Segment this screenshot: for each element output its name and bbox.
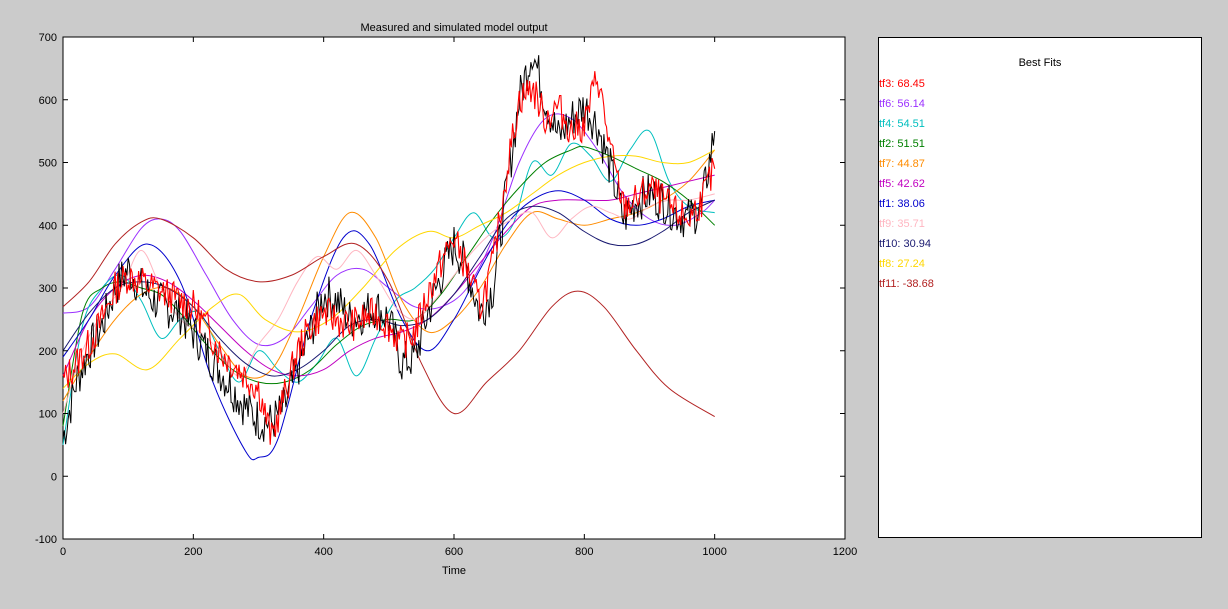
best-fit-value: 30.94	[903, 238, 931, 250]
best-fit-entry-tf6: tf6: 56.14	[879, 98, 925, 110]
best-fit-entry-tf8: tf8: 27.24	[879, 258, 925, 270]
x-tick-label: 400	[314, 546, 332, 558]
best-fit-value: 35.71	[897, 218, 925, 230]
best-fit-entry-tf9: tf9: 35.71	[879, 218, 925, 230]
best-fit-value: 38.06	[897, 198, 925, 210]
best-fit-value: 54.51	[897, 118, 925, 130]
y-tick-label: 200	[39, 346, 57, 358]
best-fit-entry-tf3: tf3: 68.45	[879, 78, 925, 90]
best-fit-value: 51.51	[897, 138, 925, 150]
best-fit-entry-tf4: tf4: 54.51	[879, 118, 925, 130]
x-axis-ticks: 0 200 400 600 800 1000 1200	[60, 37, 857, 558]
best-fit-name: tf2:	[879, 138, 898, 150]
best-fit-name: tf7:	[879, 158, 898, 170]
best-fit-value: 68.45	[897, 78, 925, 90]
best-fit-entry-tf2: tf2: 51.51	[879, 138, 925, 150]
series-line-tf8	[62, 149, 715, 389]
y-tick-label: 0	[51, 471, 57, 483]
best-fit-name: tf9:	[879, 218, 898, 230]
main-chart: 0 200 400 600 800 1000 1200 -10001002003004005…	[35, 22, 857, 577]
best-fit-name: tf3:	[879, 78, 898, 90]
y-tick-label: 700	[39, 32, 57, 44]
series-line-tf4	[62, 129, 715, 445]
y-tick-label: -100	[35, 534, 57, 546]
best-fit-entry-tf5: tf5: 42.62	[879, 178, 925, 190]
series-line-tf11	[62, 217, 715, 418]
x-tick-label: 1200	[833, 546, 857, 558]
series-line-tf3	[62, 71, 716, 445]
best-fit-entry-tf10: tf10: 30.94	[879, 238, 931, 250]
best-fits-title: Best Fits	[1018, 57, 1062, 69]
best-fit-name: tf4:	[879, 118, 898, 130]
best-fit-name: tf1:	[879, 198, 898, 210]
plot-lines	[62, 55, 716, 461]
x-tick-label: 800	[575, 546, 593, 558]
best-fits-panel: Best Fits tf3: 68.45 tf6: 56.14 tf4: 54.51…	[878, 37, 1202, 538]
best-fit-value: 44.87	[897, 158, 925, 170]
y-tick-label: 300	[39, 283, 57, 295]
best-fit-name: tf6:	[879, 98, 898, 110]
best-fit-value: 56.14	[897, 98, 925, 110]
best-fit-entry-tf1: tf1: 38.06	[879, 198, 925, 210]
x-tick-label: 0	[60, 546, 66, 558]
x-tick-label: 200	[184, 546, 202, 558]
x-tick-label: 1000	[702, 546, 726, 558]
series-line-tf7	[62, 149, 716, 402]
best-fit-value: -38.68	[902, 278, 934, 290]
y-tick-label: 600	[39, 95, 57, 107]
best-fit-name: tf10:	[879, 238, 904, 250]
best-fit-name: tf8:	[879, 258, 898, 270]
best-fit-entry-tf11: tf11: -38.68	[879, 278, 934, 290]
y-tick-label: 100	[39, 409, 57, 421]
x-tick-label: 600	[445, 546, 463, 558]
y-tick-label: 400	[39, 220, 57, 232]
series-line-tf2	[62, 145, 716, 427]
best-fit-value: 27.24	[897, 258, 925, 270]
plot-area	[62, 36, 846, 540]
best-fit-value: 42.62	[897, 178, 925, 190]
best-fit-entry-tf7: tf7: 44.87	[879, 158, 925, 170]
x-axis-label: Time	[442, 565, 466, 577]
y-axis-ticks: -100 0 100 200 300 400 500 600 700	[35, 32, 845, 546]
series-line-tf1	[62, 190, 715, 461]
chart-title: Measured and simulated model output	[360, 22, 547, 34]
best-fit-name: tf5:	[879, 178, 898, 190]
y-tick-label: 500	[39, 158, 57, 170]
best-fit-name: tf11:	[879, 278, 903, 290]
